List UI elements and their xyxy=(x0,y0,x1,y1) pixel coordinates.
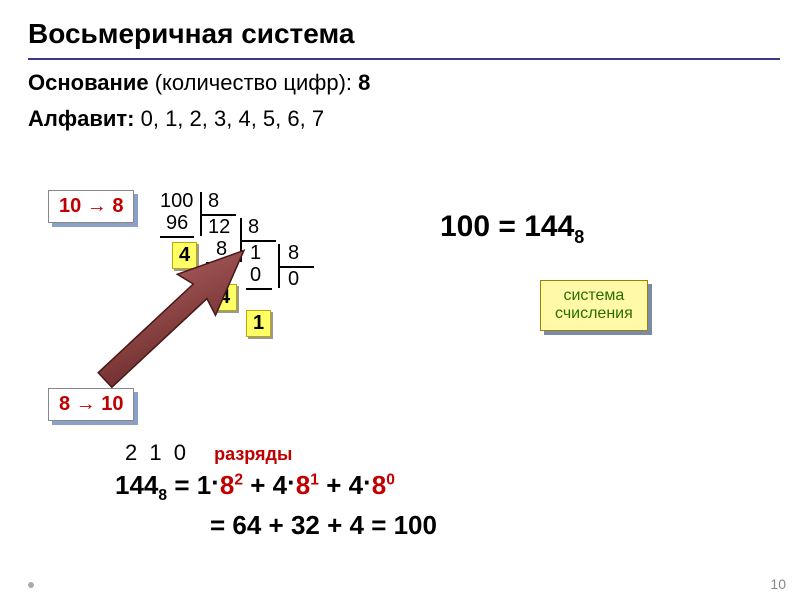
expand-eq: = 1 xyxy=(174,470,211,500)
digit-positions: 2 1 0 разряды xyxy=(125,440,292,466)
div-uline-1 xyxy=(160,236,194,238)
expand-b2: 8 xyxy=(220,470,234,500)
div-uline-2 xyxy=(206,262,236,264)
div-d1: 8 xyxy=(208,190,219,213)
expand-p3: + 4 xyxy=(326,470,363,500)
div-q3: 0 xyxy=(288,268,299,291)
expand-e0: 0 xyxy=(386,471,395,488)
page-number: 10 xyxy=(770,576,786,592)
digit-2: 2 xyxy=(125,440,137,465)
note-numeral-system: система счисления xyxy=(540,280,648,331)
note-line-2: счисления xyxy=(555,305,633,323)
digit-0: 0 xyxy=(174,440,186,465)
base-value: 8 xyxy=(358,70,370,95)
sum-line: = 64 + 32 + 4 = 100 xyxy=(210,510,437,541)
div-n: 100 xyxy=(160,190,193,213)
conversion-equation: 100 = 1448 xyxy=(440,210,584,248)
div-d3: 8 xyxy=(288,242,299,265)
badge-10-to-8: 10 → 8 xyxy=(48,190,134,223)
badge-8-to-10: 8 → 10 xyxy=(48,388,134,421)
base-rest: (количество цифр): xyxy=(149,70,359,95)
digit-1: 1 xyxy=(149,440,161,465)
div-uline-3 xyxy=(246,288,272,290)
alphabet-line: Алфавит: 0, 1, 2, 3, 4, 5, 6, 7 xyxy=(0,100,800,136)
expanded-form: 1448 = 1·82 + 4·81 + 4·80 xyxy=(115,470,395,505)
div-s3: 0 xyxy=(250,264,261,287)
equation-sub: 8 xyxy=(574,227,584,247)
expand-b1: 8 xyxy=(296,470,310,500)
expand-b0: 8 xyxy=(372,470,386,500)
expand-lhs: 144 xyxy=(115,470,158,500)
base-label: Основание xyxy=(28,70,149,95)
bullet-mark xyxy=(28,582,34,588)
base-line: Основание (количество цифр): 8 xyxy=(0,60,800,100)
digits-label: разряды xyxy=(214,444,292,464)
equation-lhs: 100 = 144 xyxy=(440,210,574,243)
expand-e1: 1 xyxy=(310,471,319,488)
div-r1: 4 xyxy=(172,242,197,269)
div-d2: 8 xyxy=(248,216,259,239)
expand-e2: 2 xyxy=(234,471,243,488)
alphabet-values: 0, 1, 2, 3, 4, 5, 6, 7 xyxy=(135,106,325,131)
div-s1: 96 xyxy=(166,212,188,235)
alphabet-label: Алфавит: xyxy=(28,106,135,131)
div-q1: 12 xyxy=(208,216,230,239)
div-r3: 1 xyxy=(246,310,271,337)
long-division: 100 8 96 4 12 8 8 4 1 8 0 1 0 xyxy=(150,190,390,370)
expand-lhs-sub: 8 xyxy=(158,487,167,504)
note-line-1: система xyxy=(555,287,633,305)
expand-p2: + 4 xyxy=(250,470,287,500)
page-title: Восьмеричная система xyxy=(0,0,800,58)
div-q2: 1 xyxy=(250,242,261,265)
div-s2: 8 xyxy=(216,238,227,261)
div-r2: 4 xyxy=(212,284,237,311)
